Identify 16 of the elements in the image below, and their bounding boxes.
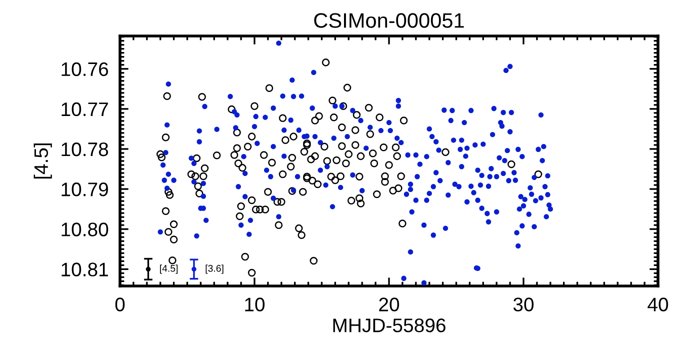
y-tick-label: 10.77: [62, 102, 108, 116]
y-tick-label: 10.81: [62, 262, 108, 276]
y-tick-label: 10.78: [62, 142, 108, 156]
x-tick-label: 20: [379, 298, 400, 312]
y-tick-label: 10.80: [62, 222, 108, 236]
y-tick-label: 10.76: [62, 62, 108, 76]
y-axis-title: [4.5]: [34, 143, 52, 179]
x-tick-label: 40: [648, 298, 668, 312]
x-tick-label: 30: [513, 298, 534, 312]
series-label: [3.6]: [206, 264, 224, 274]
x-axis-title: MHJD-55896: [333, 318, 446, 332]
y-tick-label: 10.79: [62, 182, 108, 196]
x-tick-label: 10: [245, 298, 265, 312]
x-tick-label: 0: [115, 298, 125, 312]
series-label: [4.5]: [160, 264, 178, 274]
chart-title: CSIMon-000051: [314, 13, 464, 28]
